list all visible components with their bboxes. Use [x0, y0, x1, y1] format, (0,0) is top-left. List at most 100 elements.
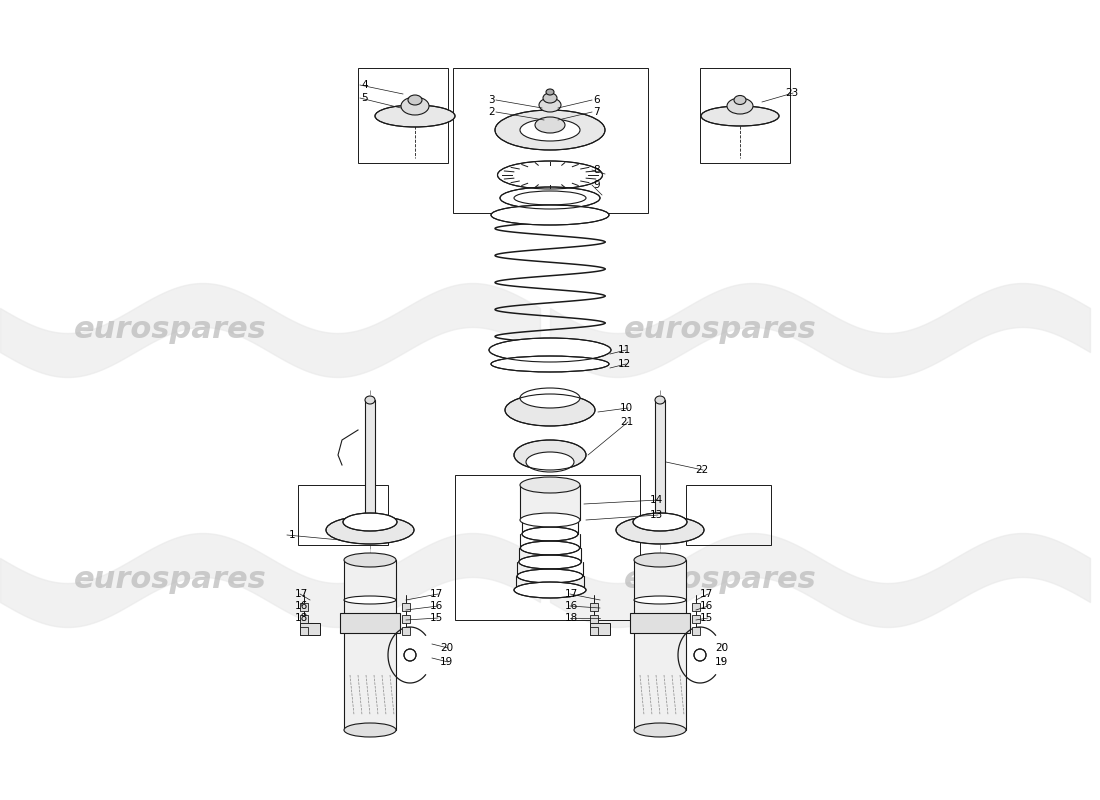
Bar	[300, 615, 308, 623]
Ellipse shape	[514, 440, 586, 470]
Text: 10: 10	[620, 403, 634, 413]
Ellipse shape	[539, 98, 561, 112]
Ellipse shape	[326, 516, 414, 544]
Ellipse shape	[520, 477, 580, 493]
Text: 7: 7	[593, 107, 600, 117]
Ellipse shape	[701, 106, 779, 126]
Text: 17: 17	[295, 589, 308, 599]
Ellipse shape	[520, 119, 580, 141]
Text: 22: 22	[695, 465, 708, 475]
Ellipse shape	[654, 396, 666, 404]
Bar	[402, 627, 410, 635]
Bar	[654, 400, 666, 520]
Ellipse shape	[517, 569, 583, 583]
Ellipse shape	[495, 110, 605, 150]
Ellipse shape	[546, 89, 554, 95]
Ellipse shape	[520, 513, 580, 527]
Ellipse shape	[404, 649, 416, 661]
Text: 14: 14	[650, 495, 663, 505]
Ellipse shape	[402, 97, 429, 115]
Ellipse shape	[520, 388, 580, 408]
Bar	[402, 603, 410, 611]
Text: eurospares: eurospares	[624, 566, 816, 594]
Text: 15: 15	[700, 613, 713, 623]
Text: 17: 17	[700, 589, 713, 599]
Text: 16: 16	[295, 601, 308, 611]
Ellipse shape	[632, 513, 688, 531]
Text: 16: 16	[430, 601, 443, 611]
Text: 16: 16	[564, 601, 578, 611]
Ellipse shape	[734, 95, 746, 105]
Text: eurospares: eurospares	[624, 315, 816, 345]
Bar	[298, 485, 388, 545]
Text: eurospares: eurospares	[74, 566, 266, 594]
Bar	[402, 615, 410, 623]
Bar	[590, 615, 598, 623]
Text: 18: 18	[295, 613, 308, 623]
Text: 18: 18	[564, 613, 578, 623]
Ellipse shape	[344, 596, 396, 604]
Ellipse shape	[526, 452, 574, 472]
Bar	[700, 68, 790, 163]
Bar	[358, 68, 448, 163]
Ellipse shape	[344, 723, 396, 737]
Bar	[590, 627, 598, 635]
Bar	[686, 485, 771, 545]
Text: 19: 19	[715, 657, 728, 667]
Text: 20: 20	[440, 643, 453, 653]
Text: 2: 2	[488, 107, 495, 117]
Ellipse shape	[375, 105, 455, 127]
Text: 20: 20	[715, 643, 728, 653]
Ellipse shape	[500, 187, 600, 209]
Ellipse shape	[505, 394, 595, 426]
Ellipse shape	[727, 98, 754, 114]
Text: 11: 11	[618, 345, 631, 355]
Bar	[634, 560, 686, 730]
Ellipse shape	[520, 541, 580, 555]
Text: 23: 23	[785, 88, 799, 98]
Bar	[455, 475, 640, 620]
Text: 8: 8	[593, 165, 600, 175]
Text: 12: 12	[618, 359, 631, 369]
Text: 13: 13	[650, 510, 663, 520]
Ellipse shape	[516, 583, 584, 597]
Ellipse shape	[408, 95, 422, 105]
Ellipse shape	[522, 527, 578, 541]
Text: 15: 15	[430, 613, 443, 623]
Bar	[590, 603, 598, 611]
Bar	[692, 627, 700, 635]
Text: 19: 19	[440, 657, 453, 667]
Bar	[300, 623, 320, 635]
Ellipse shape	[694, 649, 706, 661]
Text: 5: 5	[362, 93, 369, 103]
Bar	[365, 400, 375, 520]
Ellipse shape	[616, 516, 704, 544]
Bar	[590, 623, 610, 635]
Ellipse shape	[514, 191, 586, 205]
Bar	[692, 615, 700, 623]
Bar	[630, 613, 690, 633]
Ellipse shape	[490, 338, 610, 362]
Bar	[300, 627, 308, 635]
Text: 17: 17	[430, 589, 443, 599]
Ellipse shape	[491, 205, 609, 225]
Text: 21: 21	[620, 417, 634, 427]
Bar	[692, 603, 700, 611]
Ellipse shape	[365, 396, 375, 404]
Bar	[340, 613, 400, 633]
Ellipse shape	[491, 356, 609, 372]
Bar	[344, 560, 396, 730]
Text: eurospares: eurospares	[74, 315, 266, 345]
Ellipse shape	[514, 582, 586, 598]
Text: 16: 16	[700, 601, 713, 611]
Text: 1: 1	[288, 530, 295, 540]
Ellipse shape	[634, 596, 686, 604]
Ellipse shape	[497, 161, 603, 189]
Text: 6: 6	[593, 95, 600, 105]
Text: 4: 4	[362, 80, 369, 90]
Bar	[300, 603, 308, 611]
Text: 9: 9	[593, 180, 600, 190]
Ellipse shape	[535, 117, 565, 133]
Ellipse shape	[634, 553, 686, 567]
Ellipse shape	[344, 553, 396, 567]
